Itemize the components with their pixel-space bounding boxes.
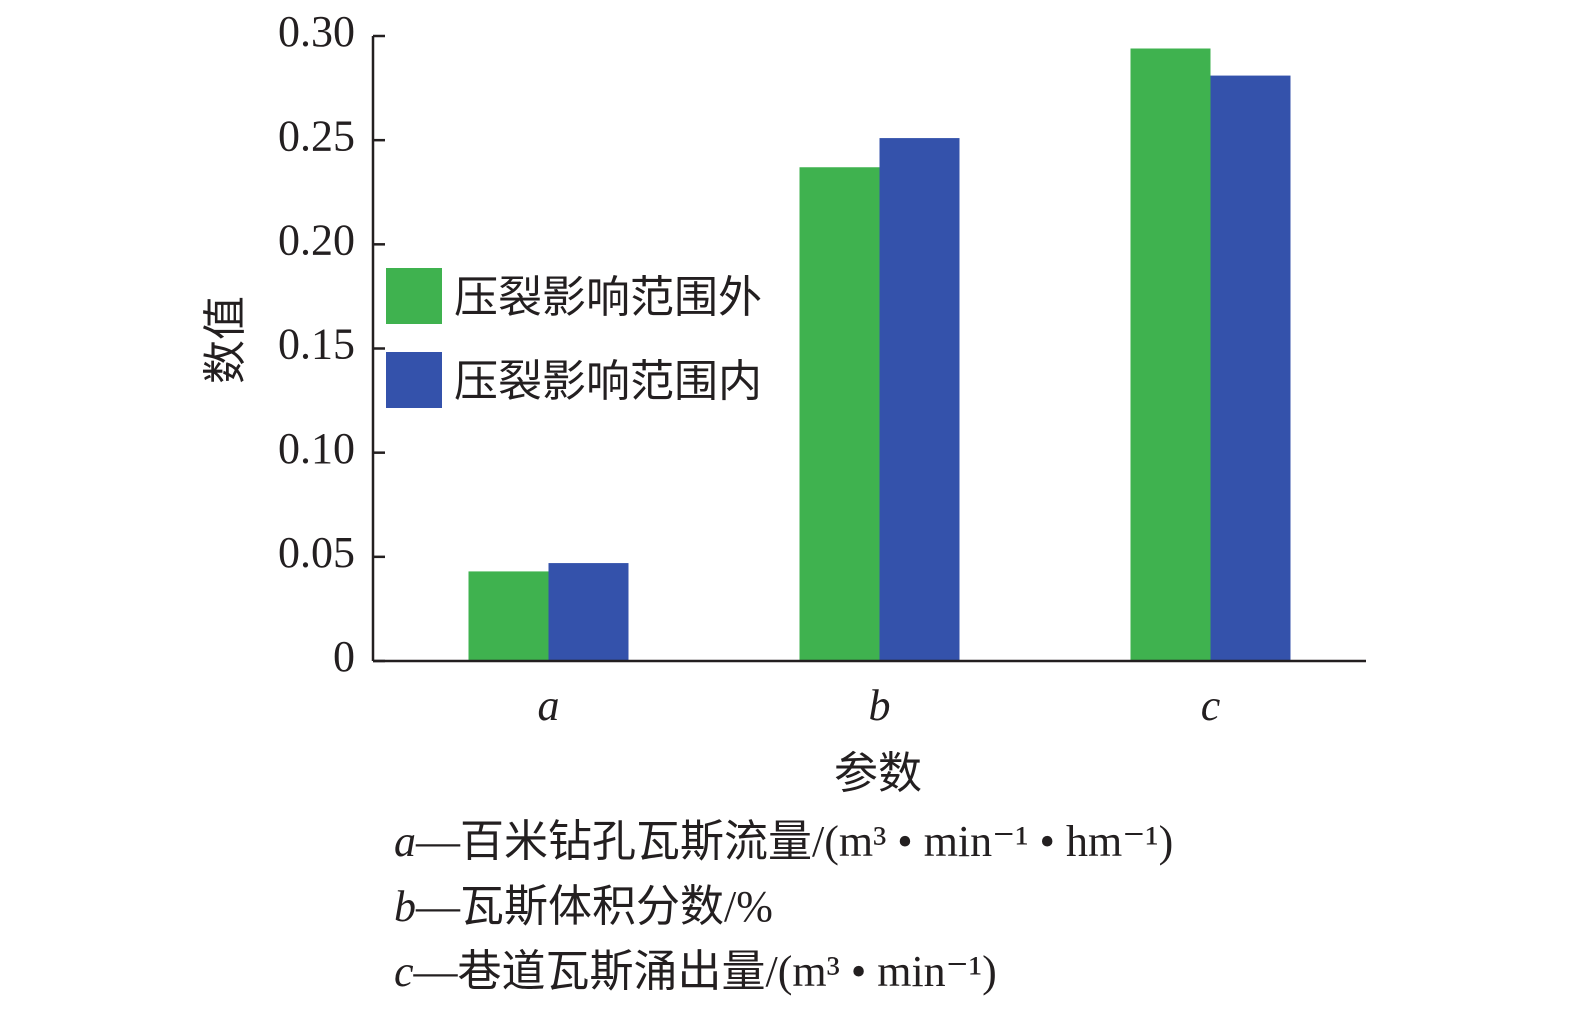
y-tick-label: 0.15	[278, 320, 355, 369]
notes: a—百米钻孔瓦斯流量/(m³ • min⁻¹ • hm⁻¹) b—瓦斯体积分数/…	[394, 817, 1173, 996]
note-a-key: a	[394, 817, 416, 866]
bar-a-series-1	[468, 571, 549, 661]
x-tick-label: a	[538, 681, 560, 730]
y-tick-label: 0.05	[278, 528, 355, 577]
note-a: a—百米钻孔瓦斯流量/(m³ • min⁻¹ • hm⁻¹)	[394, 817, 1173, 866]
legend: 压裂影响范围外 压裂影响范围内	[386, 268, 762, 408]
axes-layer: 0 0.05 0.10 0.15 0.20 0.25 0.30 a b c	[278, 7, 1366, 730]
legend-swatch-outside	[386, 268, 442, 324]
y-tick-label: 0.10	[278, 424, 355, 473]
x-tick-label: b	[869, 681, 891, 730]
bar-c-series-1	[1130, 48, 1211, 661]
bar-a-series-2	[548, 563, 629, 661]
bar-c-series-2	[1210, 75, 1291, 662]
note-a-text: —百米钻孔瓦斯流量/(m³ • min⁻¹ • hm⁻¹)	[415, 817, 1173, 866]
note-c-text: —巷道瓦斯涌出量/(m³ • min⁻¹)	[413, 947, 997, 996]
bar-b-series-2	[879, 138, 960, 662]
y-tick-label: 0	[333, 632, 355, 681]
y-tick-label: 0.30	[278, 7, 355, 56]
note-b-text: —瓦斯体积分数/%	[415, 882, 773, 931]
note-c-key: c	[394, 947, 414, 996]
bars-layer	[468, 48, 1291, 662]
y-tick-label: 0.20	[278, 215, 355, 264]
legend-swatch-inside	[386, 352, 442, 408]
x-tick-label: c	[1201, 681, 1221, 730]
bar-b-series-1	[799, 167, 880, 661]
note-c: c—巷道瓦斯涌出量/(m³ • min⁻¹)	[394, 947, 997, 996]
legend-label-outside: 压裂影响范围外	[454, 273, 762, 322]
note-b: b—瓦斯体积分数/%	[394, 882, 773, 931]
legend-label-inside: 压裂影响范围内	[454, 357, 762, 406]
y-axis-title: 数值	[201, 296, 250, 384]
note-b-key: b	[394, 882, 416, 931]
y-tick-label: 0.25	[278, 111, 355, 160]
x-axis-title: 参数	[834, 749, 922, 798]
